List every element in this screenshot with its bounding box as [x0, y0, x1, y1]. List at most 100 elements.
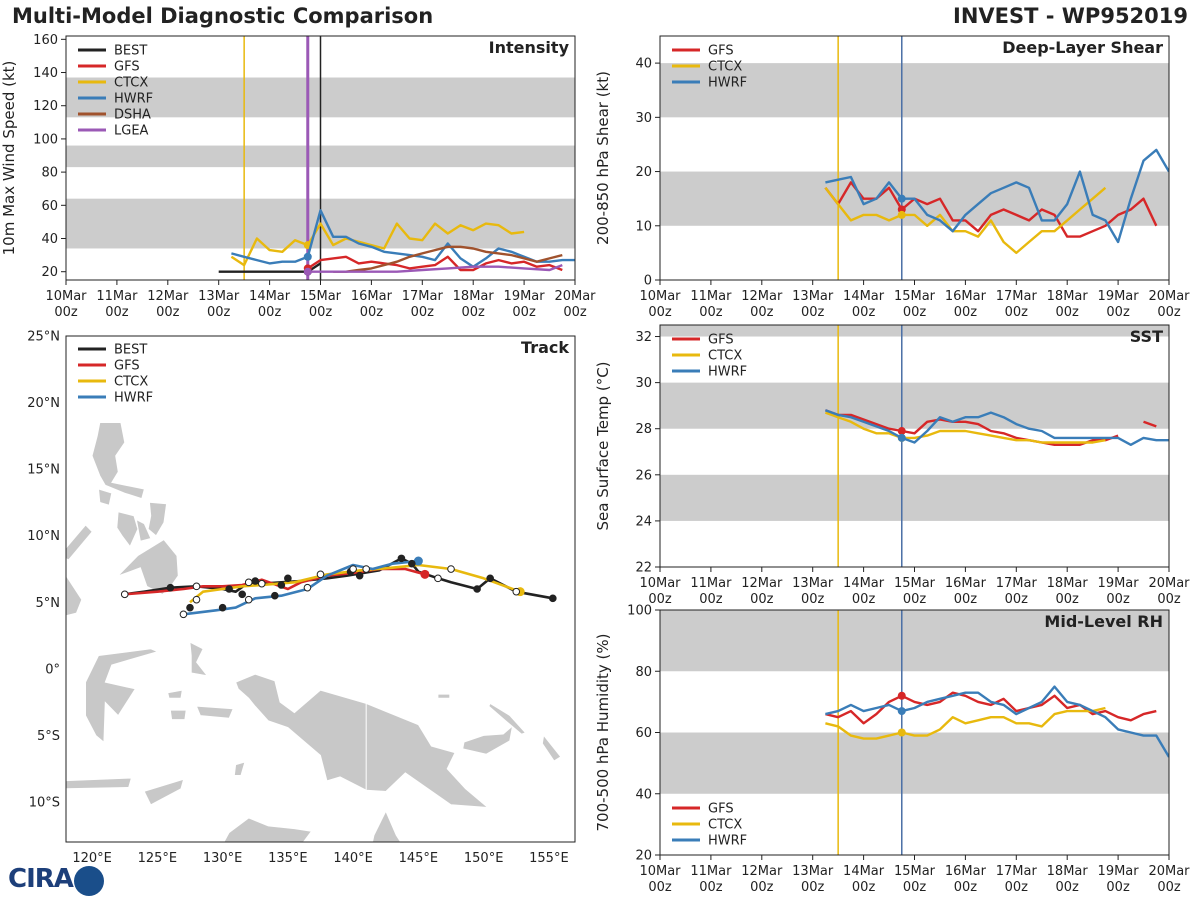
y-tick-label: 30	[635, 111, 652, 126]
x-tick-label-hour: 00z	[648, 592, 672, 607]
best-track-marker	[408, 559, 416, 568]
track-line-best	[124, 557, 554, 600]
x-tick-label-hour: 00z	[852, 880, 876, 895]
series-marker-hwrf	[897, 194, 906, 203]
x-tick-label-hour: 00z	[1056, 592, 1080, 607]
best-track-marker	[186, 603, 194, 612]
lat-tick-label: 20°N	[27, 396, 60, 411]
legend-label-hwrf: HWRF	[708, 834, 747, 849]
x-tick-label-date: 14Mar	[249, 289, 291, 304]
x-tick-label-hour: 00z	[801, 880, 825, 895]
x-tick-label-hour: 00z	[309, 305, 333, 320]
y-axis-label: 10m Max Wind Speed (kt)	[0, 61, 18, 256]
x-tick-label-date: 11Mar	[690, 289, 732, 304]
y-tick-label: 160	[33, 33, 58, 48]
shade-band	[660, 63, 1169, 118]
x-tick-label-date: 16Mar	[945, 576, 987, 591]
series-line-gfs	[825, 691, 1157, 725]
x-tick-label-hour: 00z	[1157, 592, 1181, 607]
legend-label-gfs: GFS	[114, 359, 140, 374]
panel-title: Mid-Level RH	[1044, 612, 1163, 631]
x-tick-label-date: 15Mar	[894, 576, 936, 591]
land-cebu-bohol	[135, 519, 152, 542]
best-track-marker	[120, 590, 129, 599]
y-tick-label: 30	[635, 376, 652, 391]
x-tick-label-date: 17Mar	[402, 289, 444, 304]
x-tick-label-hour: 00z	[801, 592, 825, 607]
land-aru-tanimbar	[233, 761, 246, 776]
series-line-ctcx	[824, 411, 1106, 444]
lat-tick-label: 10°N	[27, 529, 60, 544]
x-tick-label-date: 18Mar	[1047, 576, 1089, 591]
x-tick-label-hour: 00z	[563, 305, 587, 320]
x-tick-label-date: 10Mar	[639, 576, 681, 591]
x-tick-label-hour: 00z	[207, 305, 231, 320]
storm-id-title: INVEST - WP952019	[953, 4, 1188, 28]
panel-title: Track	[521, 338, 569, 357]
series-marker-hwrf	[897, 433, 906, 442]
page-title: Multi-Model Diagnostic Comparison	[12, 4, 434, 28]
best-track-marker	[192, 582, 201, 591]
x-tick-label-hour: 00z	[903, 305, 927, 320]
x-tick-label-date: 13Mar	[198, 289, 240, 304]
x-tick-label-date: 17Mar	[996, 289, 1038, 304]
best-track-marker	[434, 574, 442, 583]
x-tick-label-hour: 00z	[105, 305, 129, 320]
x-tick-label-date: 15Mar	[894, 289, 936, 304]
land-bougainville	[541, 734, 562, 762]
land-buru	[169, 709, 187, 720]
series-line-ctcx	[824, 186, 1107, 255]
track-start-marker-gfs	[420, 569, 430, 579]
y-axis-label: Sea Surface Temp (°C)	[594, 361, 612, 530]
cira-logo: CIRA	[4, 864, 108, 898]
best-track-marker	[349, 565, 357, 573]
y-tick-label: 40	[635, 787, 652, 802]
panel-rh: 2040608010010Mar00z11Mar00z12Mar00z13Mar…	[594, 604, 1190, 896]
x-tick-label-hour: 00z	[1106, 880, 1130, 895]
best-track-marker	[271, 591, 279, 600]
x-tick-label-hour: 00z	[462, 305, 486, 320]
x-tick-label-date: 19Mar	[504, 289, 546, 304]
best-track-marker	[225, 585, 233, 593]
panel-shear: 01020304010Mar00z11Mar00z12Mar00z13Mar00…	[594, 35, 1190, 320]
land-seram	[195, 705, 234, 719]
lon-tick-label: 135°E	[268, 851, 308, 866]
x-tick-label-date: 12Mar	[741, 576, 783, 591]
land-new-britain	[462, 725, 513, 755]
x-tick-label-date: 19Mar	[1098, 576, 1140, 591]
x-tick-label-date: 20Mar	[1148, 289, 1190, 304]
x-tick-label-hour: 00z	[1056, 880, 1080, 895]
legend-label-ctcx: CTCX	[114, 375, 148, 390]
panel-track: 25°N 20°N 15°N 10°N 5°N 0° 5°S 10°S 120°E 125°E 13…	[27, 330, 576, 866]
x-tick-label-date: 11Mar	[96, 289, 138, 304]
land-new-guinea	[235, 673, 489, 808]
x-tick-label-date: 12Mar	[741, 289, 783, 304]
x-tick-label-date: 13Mar	[792, 289, 834, 304]
x-tick-label-date: 14Mar	[843, 576, 885, 591]
x-tick-label-hour: 00z	[852, 305, 876, 320]
x-tick-label-date: 20Mar	[1148, 864, 1190, 879]
series-line-lgea	[307, 263, 563, 273]
series-line-hwrf	[824, 409, 1169, 446]
series-line-gfs_tail	[1143, 420, 1157, 428]
legend-label-gfs: GFS	[114, 60, 140, 75]
map-area	[66, 422, 562, 842]
x-tick-label-hour: 00z	[648, 305, 672, 320]
best-track-marker	[257, 579, 266, 588]
legend-label-ctcx: CTCX	[708, 818, 742, 833]
y-tick-label: 28	[635, 422, 652, 437]
lat-tick-label: 15°N	[27, 463, 60, 478]
series-line-ctcx	[825, 706, 1106, 740]
best-track-marker	[218, 603, 227, 612]
logo-text: CIRA	[8, 864, 74, 894]
legend-label-dsha: DSHA	[114, 108, 151, 123]
best-track-marker	[179, 610, 188, 619]
series-line-hwrf	[231, 209, 575, 268]
x-tick-label-date: 18Mar	[453, 289, 495, 304]
x-tick-label-date: 15Mar	[300, 289, 342, 304]
x-tick-label-date: 13Mar	[792, 576, 834, 591]
best-track-marker	[447, 565, 455, 573]
legend-label-hwrf: HWRF	[114, 391, 153, 406]
y-tick-label: 60	[635, 726, 652, 741]
